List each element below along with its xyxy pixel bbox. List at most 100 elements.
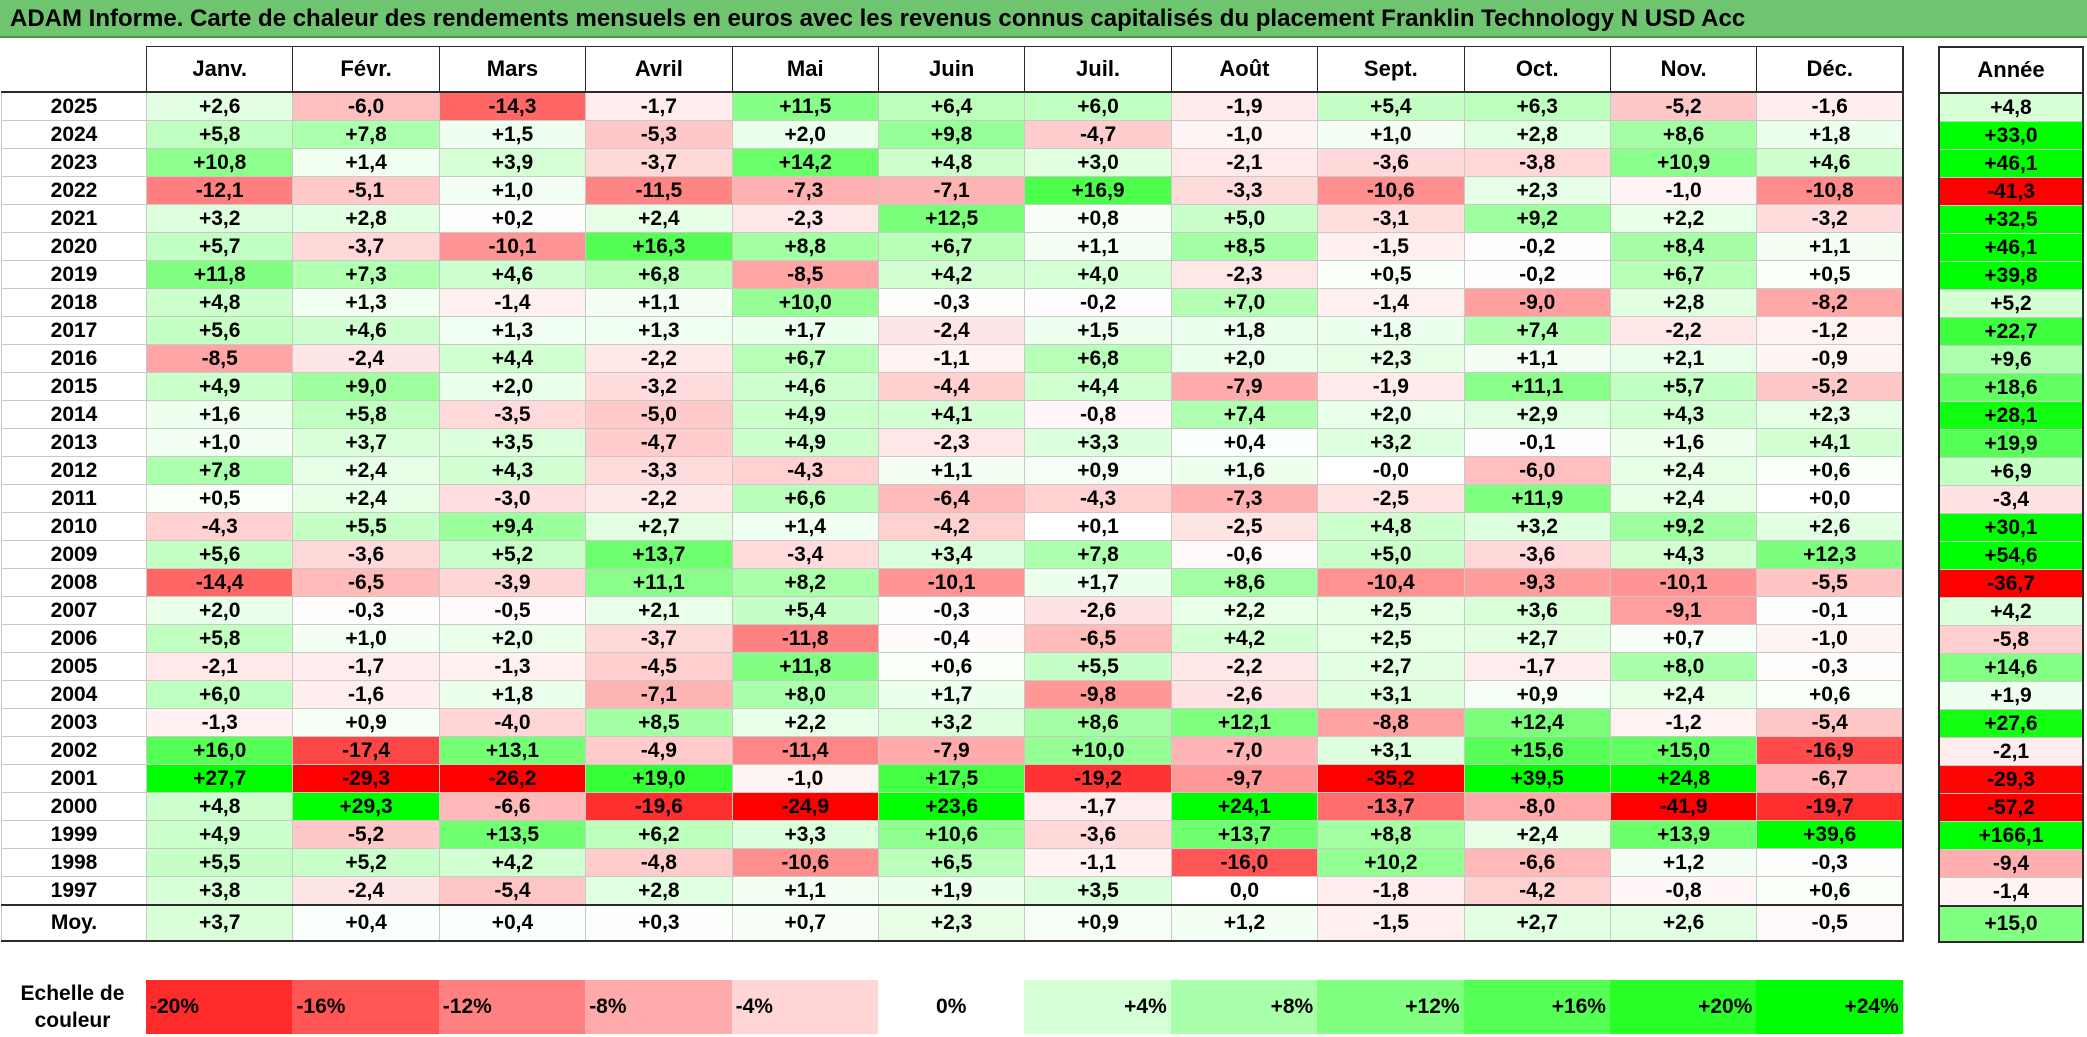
heatmap-cell: +19,0 (585, 764, 733, 793)
heatmap-cell: +11,8 (731, 652, 879, 681)
year-label: 2000 (1, 792, 147, 821)
annual-cell: +22,7 (1938, 317, 2084, 346)
scale-step: +24% (1756, 980, 1903, 1034)
heatmap-cell: -11,5 (585, 176, 733, 205)
annual-cell: +19,9 (1938, 429, 2084, 458)
heatmap-cell: +15,0 (1609, 736, 1758, 765)
heatmap-cell: -1,1 (877, 344, 1026, 373)
heatmap-cell: +2,4 (292, 456, 440, 485)
year-label: 2008 (1, 568, 147, 597)
annual-cell: +14,6 (1938, 653, 2084, 682)
heatmap-cell: -2,1 (145, 652, 294, 681)
scale-step: +12% (1317, 980, 1464, 1034)
annual-cell: +9,6 (1938, 345, 2084, 374)
table-row: 2009 +5,6 -3,6 +5,2 +13,7 -3,4 +3,4 +7,8 -0,6 +5,… (1, 540, 1904, 569)
heatmap-cell: +5,6 (145, 540, 294, 569)
heatmap-cell: -6,0 (292, 91, 440, 121)
month-header-row: Janv. Févr. Mars Avril Mai Juin Juil. Août Sept.… (1, 46, 1904, 93)
heatmap-cell: -2,5 (1317, 484, 1465, 513)
heatmap-cell: -3,6 (1024, 820, 1172, 849)
heatmap-cell: -2,6 (1170, 680, 1319, 709)
heatmap-cell: +4,8 (1317, 512, 1465, 541)
heatmap-cell: -2,6 (1024, 596, 1172, 625)
year-label: 2015 (1, 372, 147, 401)
heatmap-cell: +4,0 (1024, 260, 1172, 289)
annual-row: +4,8 (1938, 92, 2084, 122)
heatmap-cell: +10,9 (1609, 148, 1758, 177)
heatmap-cell: +1,3 (585, 316, 733, 345)
heatmap-cell: +1,4 (731, 512, 879, 541)
heatmap-cell: +8,6 (1024, 708, 1172, 737)
heatmap-cell: +2,0 (731, 120, 879, 149)
annual-row: +14,6 (1938, 653, 2084, 682)
table-row: 2006 +5,8 +1,0 +2,0 -3,7 -11,8 -0,4 -6,5 +4,2 +2,… (1, 624, 1904, 653)
table-row: 2007 +2,0 -0,3 -0,5 +2,1 +5,4 -0,3 -2,6 +2,2 +2,5… (1, 596, 1904, 625)
heatmap-cell: +4,8 (145, 288, 294, 317)
heatmap-cell: -10,6 (1317, 176, 1465, 205)
scale-step: +20% (1610, 980, 1757, 1034)
heatmap-cell: +4,3 (438, 456, 587, 485)
heatmap-cell: +1,6 (1170, 456, 1319, 485)
heatmap-cell: +0,7 (1609, 624, 1758, 653)
heatmap-cell: +6,0 (145, 680, 294, 709)
heatmap-cell: +4,9 (731, 428, 879, 457)
heatmap-cell: -6,7 (1756, 764, 1904, 793)
heatmap-cell: +7,8 (1024, 540, 1172, 569)
heatmap-cell: +5,2 (438, 540, 587, 569)
heatmap-cell: +2,3 (1463, 176, 1611, 205)
heatmap-cell: +7,3 (292, 260, 440, 289)
heatmap-cell: -0,3 (877, 288, 1026, 317)
month-header: Déc. (1756, 46, 1904, 93)
table-row: 2012 +7,8 +2,4 +4,3 -3,3 -4,3 +1,1 +0,9 +1,6 -0,0… (1, 456, 1904, 485)
heatmap-cell: -6,5 (1024, 624, 1172, 653)
heatmap-cell: +2,1 (585, 596, 733, 625)
heatmap-cell: -3,7 (585, 148, 733, 177)
table-row: 2001 +27,7 -29,3 -26,2 +19,0 -1,0 +17,5 -19,2 -9… (1, 764, 1904, 793)
heatmap-cell: +0,1 (1024, 512, 1172, 541)
heatmap-cell: +4,8 (145, 792, 294, 821)
corner-cell (1, 46, 147, 93)
heatmap-cell: -0,3 (292, 596, 440, 625)
annual-row: +32,5 (1938, 205, 2084, 234)
year-label: 2009 (1, 540, 147, 569)
heatmap-cell: +2,7 (585, 512, 733, 541)
heatmap-cell: -3,7 (292, 232, 440, 261)
heatmap-cell: +5,8 (292, 400, 440, 429)
heatmap-cell: +0,5 (145, 484, 294, 513)
heatmap-cell: -1,6 (292, 680, 440, 709)
heatmap-cell: +2,3 (1756, 400, 1904, 429)
heatmap-cell: -3,7 (585, 624, 733, 653)
heatmap-cell: +4,6 (731, 372, 879, 401)
heatmap-cell: +1,0 (145, 428, 294, 457)
scale-step: -12% (438, 980, 586, 1034)
heatmap-cell: -8,8 (1317, 708, 1465, 737)
heatmap-cell: +2,9 (1463, 400, 1611, 429)
heatmap-cell: +9,0 (292, 372, 440, 401)
heatmap-cell: +39,6 (1756, 820, 1904, 849)
heatmap-cell: -5,1 (292, 176, 440, 205)
heatmap-cell: -0,2 (1024, 288, 1172, 317)
year-label: 1998 (1, 848, 147, 877)
heatmap-cell: +1,3 (438, 316, 587, 345)
heatmap-cell: +5,0 (1170, 204, 1319, 233)
year-label: 2013 (1, 428, 147, 457)
annual-cell: -36,7 (1938, 569, 2084, 598)
heatmap-cell: +6,7 (731, 344, 879, 373)
heatmap-cell: -3,2 (1756, 204, 1904, 233)
heatmap-cell: +1,0 (292, 624, 440, 653)
table-row: 2004 +6,0 -1,6 +1,8 -7,1 +8,0 +1,7 -9,8 -2,6 +3,1… (1, 680, 1904, 709)
heatmap-cell: -3,8 (1463, 148, 1611, 177)
table-row: 2010 -4,3 +5,5 +9,4 +2,7 +1,4 -4,2 +0,1 -2,5 +4,8… (1, 512, 1904, 541)
heatmap-cell: +3,5 (1024, 876, 1172, 906)
heatmap-cell: +6,8 (1024, 344, 1172, 373)
heatmap-cell: +8,0 (731, 680, 879, 709)
heatmap-cell: +11,8 (145, 260, 294, 289)
heatmap-cell: +14,2 (731, 148, 879, 177)
year-label: 2018 (1, 288, 147, 317)
year-label: 2010 (1, 512, 147, 541)
heatmap-cell: +3,2 (877, 708, 1026, 737)
heatmap-cell: -3,4 (731, 540, 879, 569)
table-row: 2011 +0,5 +2,4 -3,0 -2,2 +6,6 -6,4 -4,3 -7,3 -2,5… (1, 484, 1904, 513)
annual-cell: +6,9 (1938, 457, 2084, 486)
heatmap-cell: +1,7 (731, 316, 879, 345)
